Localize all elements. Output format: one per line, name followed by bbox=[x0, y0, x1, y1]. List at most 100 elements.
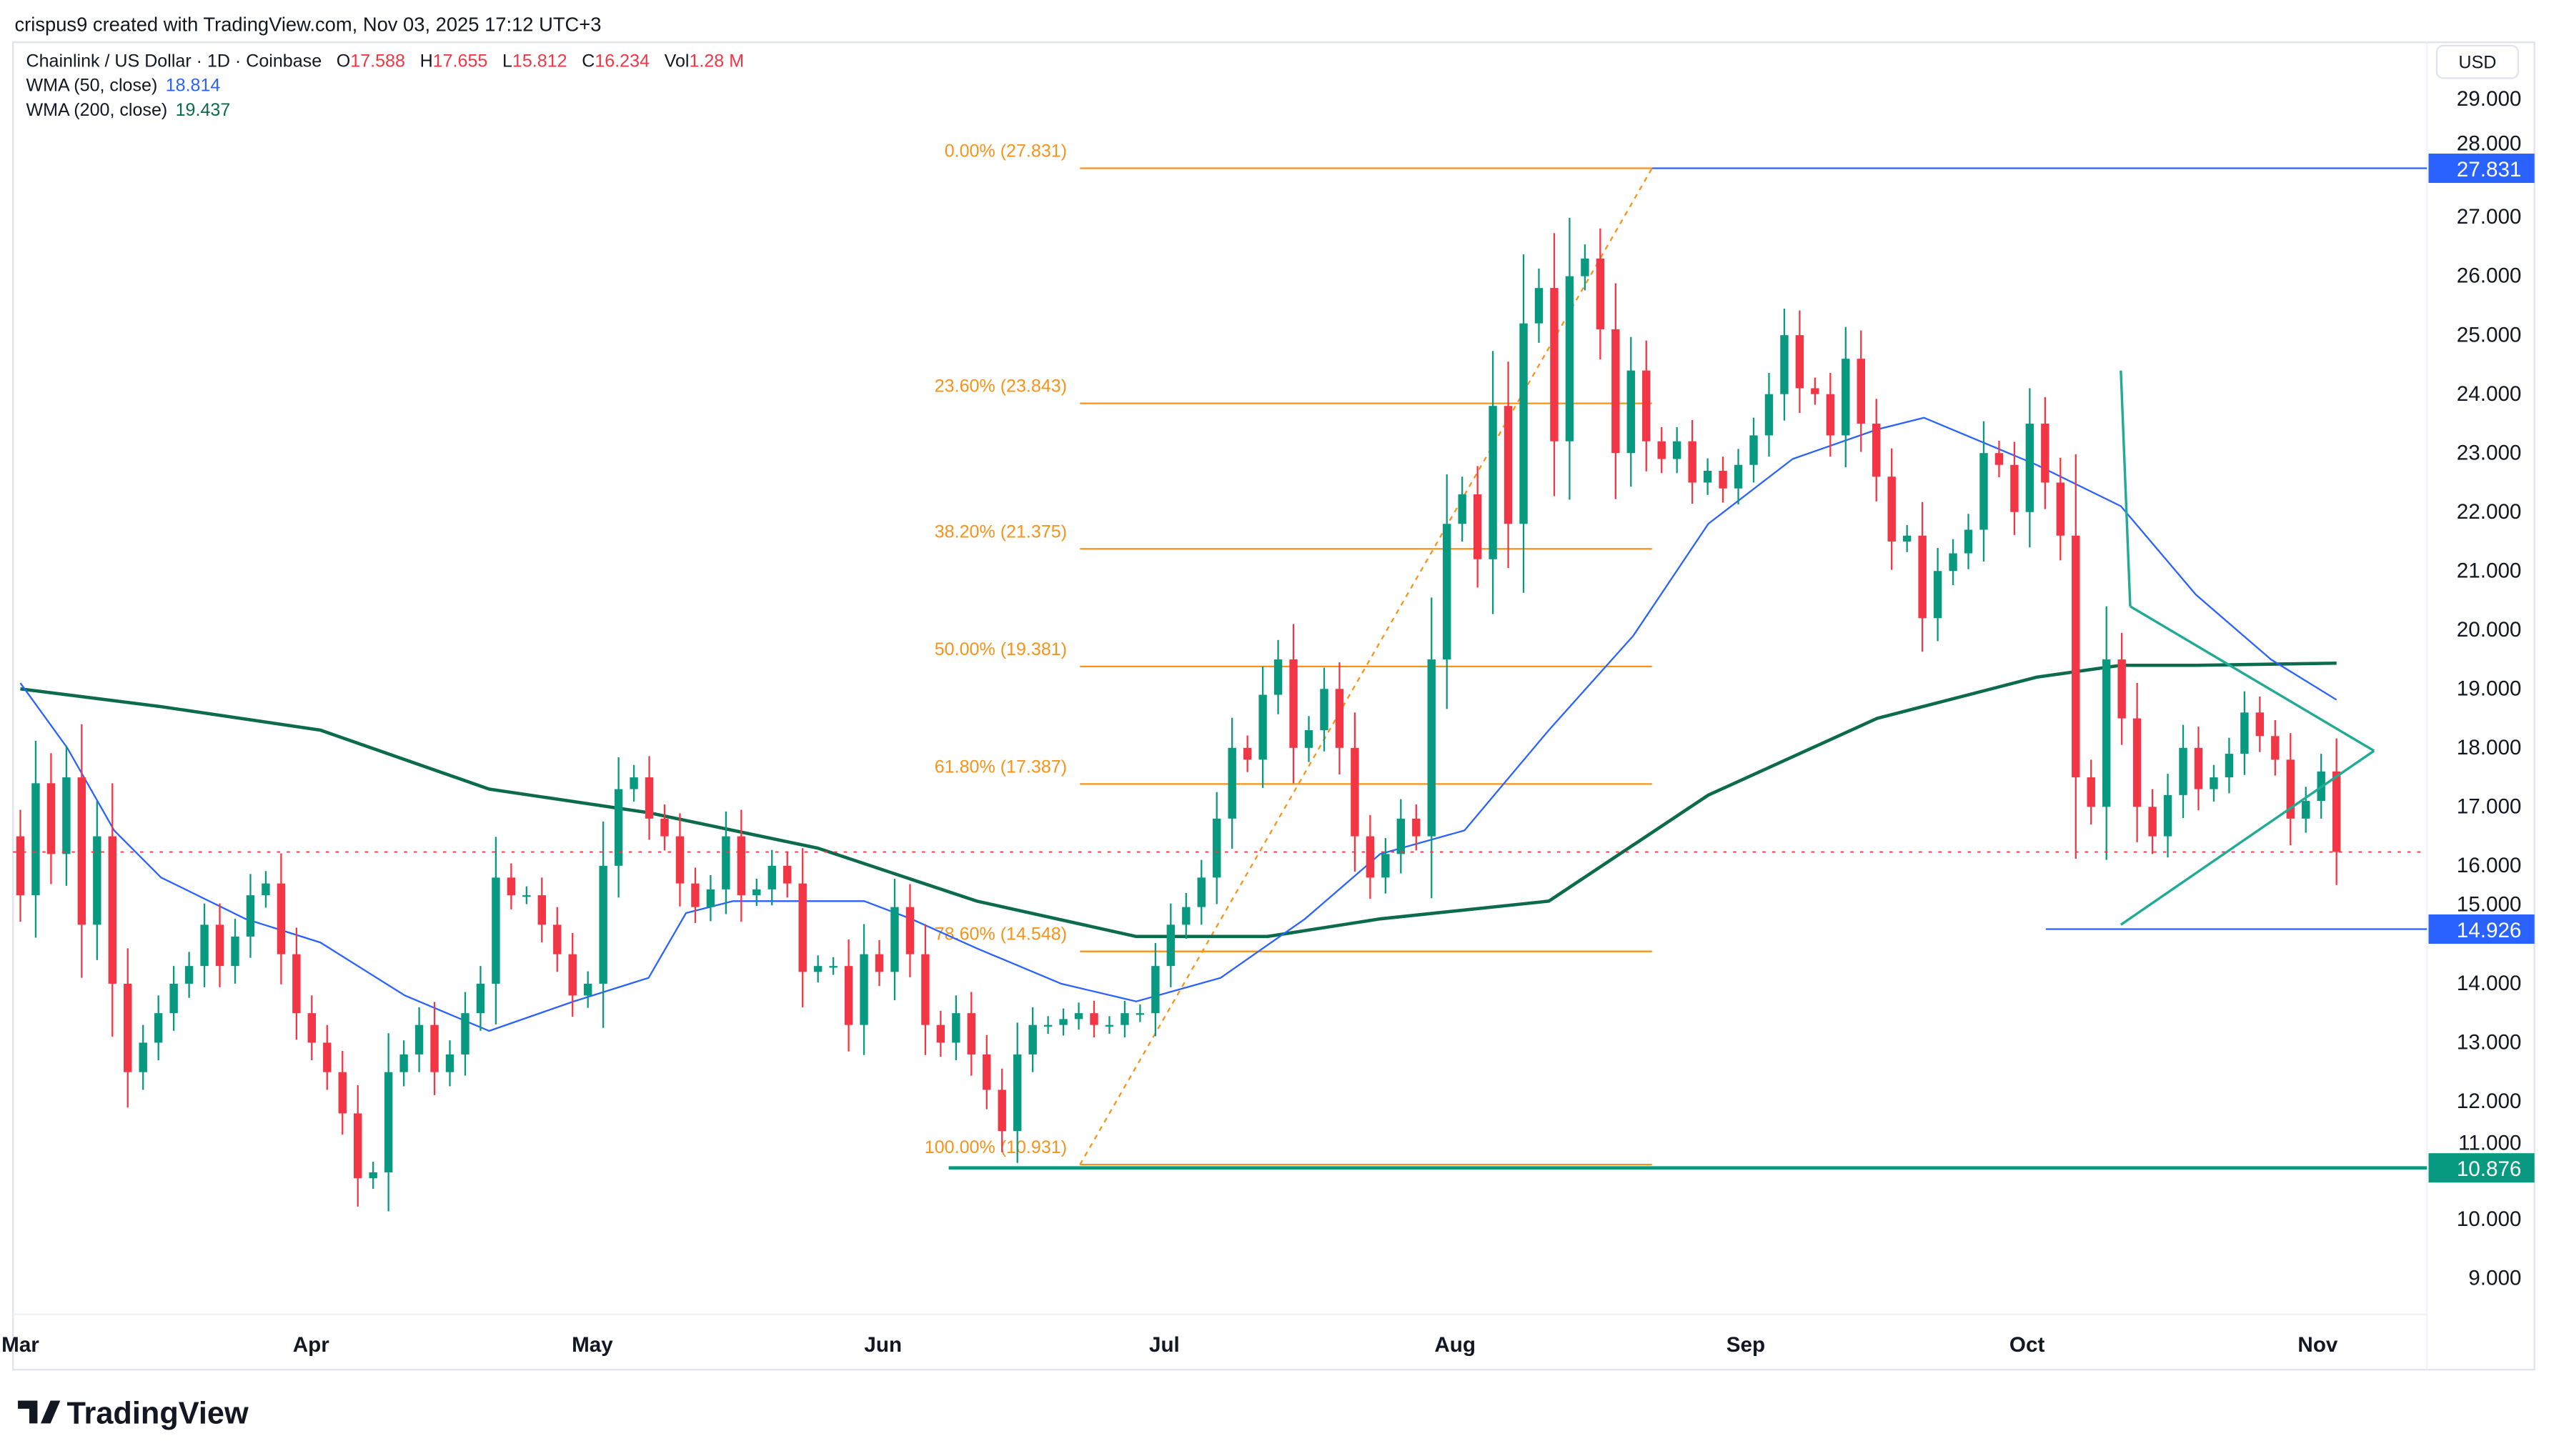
candle-body bbox=[568, 954, 577, 996]
candle-body bbox=[1657, 441, 1666, 459]
candle bbox=[2286, 733, 2295, 845]
candle bbox=[2117, 632, 2126, 745]
candle bbox=[1626, 336, 1635, 487]
candle bbox=[1320, 667, 1328, 752]
candle-body bbox=[1596, 258, 1605, 329]
candle bbox=[1258, 666, 1267, 788]
candle bbox=[2163, 774, 2172, 858]
candle-body bbox=[1703, 470, 1712, 483]
candle bbox=[338, 1050, 347, 1135]
candle bbox=[1243, 735, 1252, 772]
candle-body bbox=[1028, 1024, 1037, 1054]
y-tick-label: 27.000 bbox=[2457, 205, 2522, 229]
x-tick-label: Apr bbox=[293, 1333, 329, 1357]
candle-body bbox=[2302, 801, 2310, 819]
candle bbox=[752, 879, 761, 906]
candle-body bbox=[2163, 794, 2172, 837]
candle-body bbox=[1626, 370, 1635, 454]
candle bbox=[1611, 283, 1620, 499]
candle bbox=[1979, 421, 1988, 562]
candle-body bbox=[2255, 712, 2265, 737]
candle-body bbox=[507, 877, 516, 896]
candle-body bbox=[16, 836, 25, 896]
wma50-label[interactable]: WMA (50, close) bbox=[26, 76, 157, 96]
candle-body bbox=[2041, 423, 2049, 483]
triangle-trendline bbox=[2120, 370, 2132, 607]
wma200-label[interactable]: WMA (200, close) bbox=[26, 100, 167, 120]
candle bbox=[1289, 624, 1298, 784]
candle-body bbox=[844, 966, 853, 1025]
candle-body bbox=[2117, 659, 2126, 719]
candle bbox=[307, 995, 317, 1061]
candle bbox=[1381, 838, 1390, 894]
candle bbox=[2132, 683, 2142, 842]
candle bbox=[46, 753, 56, 884]
candle-body bbox=[1136, 1013, 1145, 1015]
candle-body bbox=[139, 1042, 147, 1072]
chart-pane[interactable] bbox=[12, 41, 2535, 1371]
candle bbox=[1964, 514, 1973, 569]
candle-body bbox=[1719, 470, 1727, 489]
candle bbox=[1151, 942, 1160, 1037]
candle bbox=[1197, 859, 1206, 925]
candle-body bbox=[983, 1054, 991, 1090]
currency-label: USD bbox=[2458, 53, 2496, 73]
candle bbox=[2148, 789, 2157, 854]
currency-button[interactable]: USD bbox=[2435, 44, 2519, 79]
candle-body bbox=[1688, 441, 1696, 483]
fib-level-label: 50.00% (19.381) bbox=[935, 639, 1067, 659]
candle-body bbox=[645, 777, 654, 819]
candle bbox=[1688, 419, 1696, 504]
candle bbox=[737, 809, 746, 922]
candle bbox=[31, 740, 40, 938]
candle bbox=[2010, 442, 2019, 535]
candle bbox=[967, 992, 976, 1076]
candle bbox=[246, 874, 255, 958]
candle bbox=[1887, 448, 1896, 570]
y-tick-label: 28.000 bbox=[2457, 131, 2522, 155]
candle-body bbox=[492, 877, 500, 984]
candle bbox=[77, 724, 86, 978]
candle-body bbox=[2056, 482, 2064, 536]
x-tick-label: Aug bbox=[1434, 1333, 1476, 1357]
candle-body bbox=[1458, 494, 1466, 524]
candle-body bbox=[2102, 659, 2111, 807]
wma200-value: 19.437 bbox=[176, 100, 231, 120]
candle bbox=[507, 863, 516, 909]
candle bbox=[630, 764, 638, 802]
candle-body bbox=[675, 836, 685, 884]
candle bbox=[169, 966, 178, 1031]
candle bbox=[2332, 738, 2341, 885]
candle bbox=[1565, 217, 1574, 500]
candle-body bbox=[31, 783, 40, 896]
y-tick-label: 9.000 bbox=[2468, 1267, 2521, 1290]
candle bbox=[875, 939, 884, 987]
price-label-badge bbox=[2428, 154, 2535, 184]
legend: Chainlink / US Dollar · 1D · Coinbase O1… bbox=[26, 51, 744, 119]
candle-body bbox=[262, 883, 270, 896]
candle-body bbox=[706, 889, 715, 907]
candle-body bbox=[905, 907, 915, 954]
svg-text:WMA (200, close)19.437: WMA (200, close) 19.437 bbox=[26, 100, 230, 120]
candle-body bbox=[1581, 258, 1589, 276]
candle-body bbox=[998, 1089, 1006, 1132]
candle bbox=[2041, 397, 2049, 509]
candle-body bbox=[1443, 524, 1451, 660]
candle-body bbox=[476, 983, 485, 1014]
candle-body bbox=[323, 1042, 332, 1072]
candle-body bbox=[952, 1013, 960, 1043]
candle-body bbox=[1872, 423, 1881, 477]
candle-body bbox=[1213, 818, 1221, 878]
candle bbox=[93, 801, 101, 960]
candle bbox=[998, 1068, 1006, 1152]
candle bbox=[1427, 597, 1436, 899]
candle-body bbox=[553, 924, 562, 954]
candle bbox=[1028, 1007, 1037, 1072]
candle bbox=[829, 957, 838, 975]
legend-volume: 1.28 M bbox=[689, 51, 744, 71]
candle-body bbox=[93, 836, 101, 925]
candle-body bbox=[77, 777, 86, 925]
candle-body bbox=[1289, 659, 1298, 748]
candle-body bbox=[522, 895, 531, 897]
